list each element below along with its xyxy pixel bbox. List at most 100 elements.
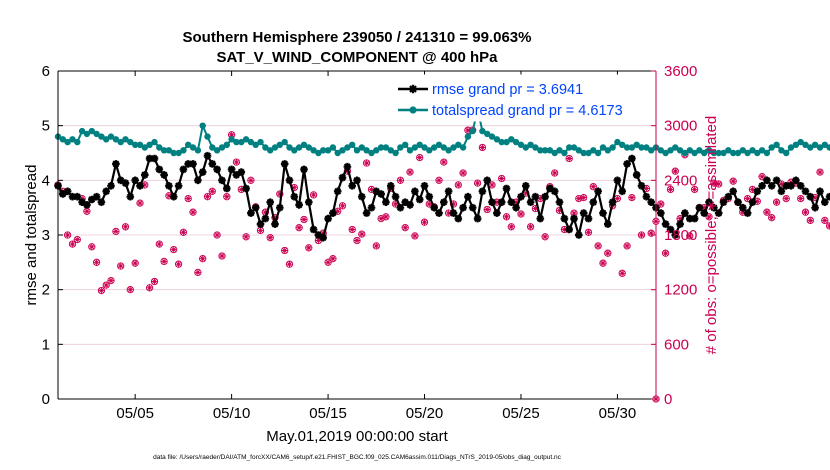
rmse-point <box>387 182 395 190</box>
obs-assimilated-point <box>117 262 124 270</box>
totalspread-point <box>676 147 684 154</box>
rmse-point <box>811 203 819 212</box>
rmse-point <box>251 203 260 212</box>
totalspread-point <box>715 149 722 157</box>
rmse-point <box>671 231 680 239</box>
obs-assimilated-point <box>247 177 255 184</box>
totalspread-point <box>127 138 134 146</box>
obs-assimilated-point <box>778 180 785 188</box>
rmse-point <box>237 168 246 176</box>
totalspread-point <box>672 144 679 151</box>
obs-assimilated-point <box>522 189 529 197</box>
totalspread-point <box>739 147 746 154</box>
rmse-point <box>145 154 154 163</box>
rmse-point <box>155 165 164 174</box>
rmse-point <box>435 209 443 217</box>
totalspread-point <box>257 138 264 146</box>
rmse-point <box>372 187 381 196</box>
rmse-point <box>112 160 120 168</box>
obs-assimilated-point <box>580 194 587 201</box>
totalspread-point <box>773 141 780 148</box>
x-tick-label: 05/20 <box>406 405 444 422</box>
totalspread-point <box>373 147 380 154</box>
obs-assimilated-point <box>648 230 655 237</box>
obs-assimilated-point <box>358 230 365 238</box>
totalspread-point <box>604 147 611 154</box>
totalspread-point <box>136 141 144 148</box>
totalspread-point <box>363 147 370 154</box>
totalspread-point <box>580 149 587 157</box>
rmse-markers <box>54 151 830 242</box>
totalspread-point <box>189 144 197 151</box>
rmse-point <box>705 198 713 206</box>
totalspread-point <box>783 149 790 157</box>
totalspread-point <box>643 144 650 151</box>
rmse-point <box>541 192 549 201</box>
obs-assimilated-point <box>498 175 505 182</box>
obs-assimilated-point <box>508 223 515 230</box>
rmse-point <box>647 198 655 206</box>
obs-assimilated-point <box>811 194 819 201</box>
rmse-point <box>478 187 487 196</box>
x-axis-label: May.01,2019 00:00:00 start <box>266 428 448 445</box>
obs-assimilated-point <box>744 195 751 202</box>
totalspread-point <box>816 144 824 151</box>
obs-assimilated-point <box>156 240 163 248</box>
totalspread-point <box>324 147 332 154</box>
rmse-point <box>223 184 231 193</box>
totalspread-point <box>132 141 139 148</box>
rmse-point <box>806 192 815 201</box>
obs-assimilated-point <box>209 188 216 195</box>
totalspread-point <box>88 127 96 135</box>
rmse-point <box>782 182 790 190</box>
obs-assimilated-point <box>710 179 718 187</box>
totalspread-point <box>141 144 148 151</box>
totalspread-point <box>377 144 385 151</box>
totalspread-point <box>527 141 534 148</box>
rmse-point <box>464 192 472 201</box>
totalspread-point <box>223 141 230 148</box>
rmse-point <box>772 176 781 185</box>
rmse-point <box>796 182 805 190</box>
obs-assimilated-point <box>397 177 404 184</box>
rmse-point <box>107 182 115 190</box>
totalspread-point <box>445 147 452 154</box>
totalspread-point <box>305 144 312 151</box>
rmse-point <box>391 192 400 201</box>
rmse-point <box>497 198 506 206</box>
y-axis-label-left: rmse and totalspread <box>23 165 40 306</box>
totalspread-point <box>744 149 751 157</box>
totalspread-point <box>730 149 737 157</box>
totalspread-point <box>426 147 433 154</box>
totalspread-point <box>662 149 669 157</box>
obs-assimilated-point <box>614 195 621 202</box>
y-right-tick-label: 1800 <box>664 227 697 244</box>
totalspread-markers <box>54 106 830 157</box>
rmse-point <box>232 171 241 179</box>
totalspread-point <box>353 147 361 154</box>
totalspread-point <box>180 147 187 154</box>
rmse-point <box>642 192 651 201</box>
obs-assimilated-point <box>435 177 443 184</box>
rmse-point <box>522 182 530 190</box>
totalspread-point <box>686 147 693 154</box>
totalspread-point <box>681 149 689 157</box>
totalspread-point <box>556 147 563 154</box>
rmse-point <box>242 184 250 193</box>
obs-assimilated-point <box>416 154 423 161</box>
rmse-point <box>309 225 318 234</box>
totalspread-point <box>585 149 592 157</box>
totalspread-point <box>402 141 409 148</box>
rmse-point <box>290 192 299 201</box>
rmse-point <box>579 209 588 217</box>
obs-assimilated-point <box>676 215 684 222</box>
totalspread-point <box>194 147 202 154</box>
rmse-point <box>623 160 631 168</box>
obs-assimilated-point <box>233 158 240 166</box>
totalspread-point <box>300 141 308 148</box>
obs-assimilated-point <box>392 200 399 208</box>
rmse-point <box>637 182 646 190</box>
totalspread-point <box>204 133 211 140</box>
obs-assimilated-point <box>802 209 809 216</box>
